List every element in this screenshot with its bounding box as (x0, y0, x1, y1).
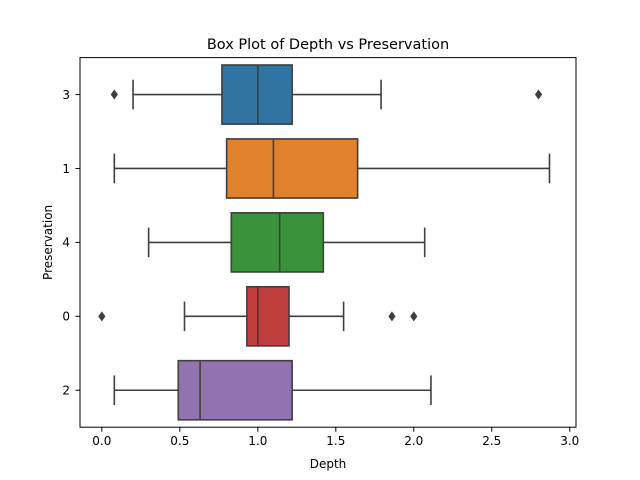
outlier-point (110, 89, 118, 100)
x-tick-label: 0.0 (92, 434, 111, 448)
box-iqr (225, 138, 359, 199)
x-tick-label: 2.0 (404, 434, 423, 448)
outlier-point (534, 89, 543, 100)
box-group-2 (113, 359, 432, 421)
box-group-3 (110, 64, 543, 125)
y-tick-label: 3 (62, 88, 70, 102)
y-axis-title: Preservation (41, 205, 55, 280)
box-iqr (230, 212, 325, 273)
box-group-0 (98, 285, 418, 347)
x-tick-label: 3.0 (560, 434, 579, 448)
y-tick-label: 1 (62, 162, 70, 176)
plot-area (98, 64, 551, 421)
box-group-4 (147, 212, 426, 273)
x-tick-label: 1.5 (326, 434, 345, 448)
box-iqr (246, 285, 290, 347)
x-axis-title: Depth (310, 457, 347, 471)
y-tick-label: 2 (62, 384, 70, 398)
outlier-point (98, 311, 106, 322)
box-group-1 (113, 138, 551, 199)
y-tick-label: 0 (62, 310, 70, 324)
x-tick-label: 1.0 (248, 434, 267, 448)
x-tick-label: 2.5 (482, 434, 501, 448)
box-iqr (177, 359, 293, 421)
outlier-point (410, 311, 418, 322)
x-axis-ticks: 0.0 0.5 1.0 1.5 2.0 2.5 3.0 (92, 427, 579, 448)
chart-title: Box Plot of Depth vs Preservation (207, 37, 449, 53)
outlier-point (388, 311, 396, 322)
x-tick-label: 0.5 (170, 434, 189, 448)
y-tick-label: 4 (62, 236, 70, 250)
y-axis-ticks: 3 1 4 0 2 (62, 88, 80, 398)
